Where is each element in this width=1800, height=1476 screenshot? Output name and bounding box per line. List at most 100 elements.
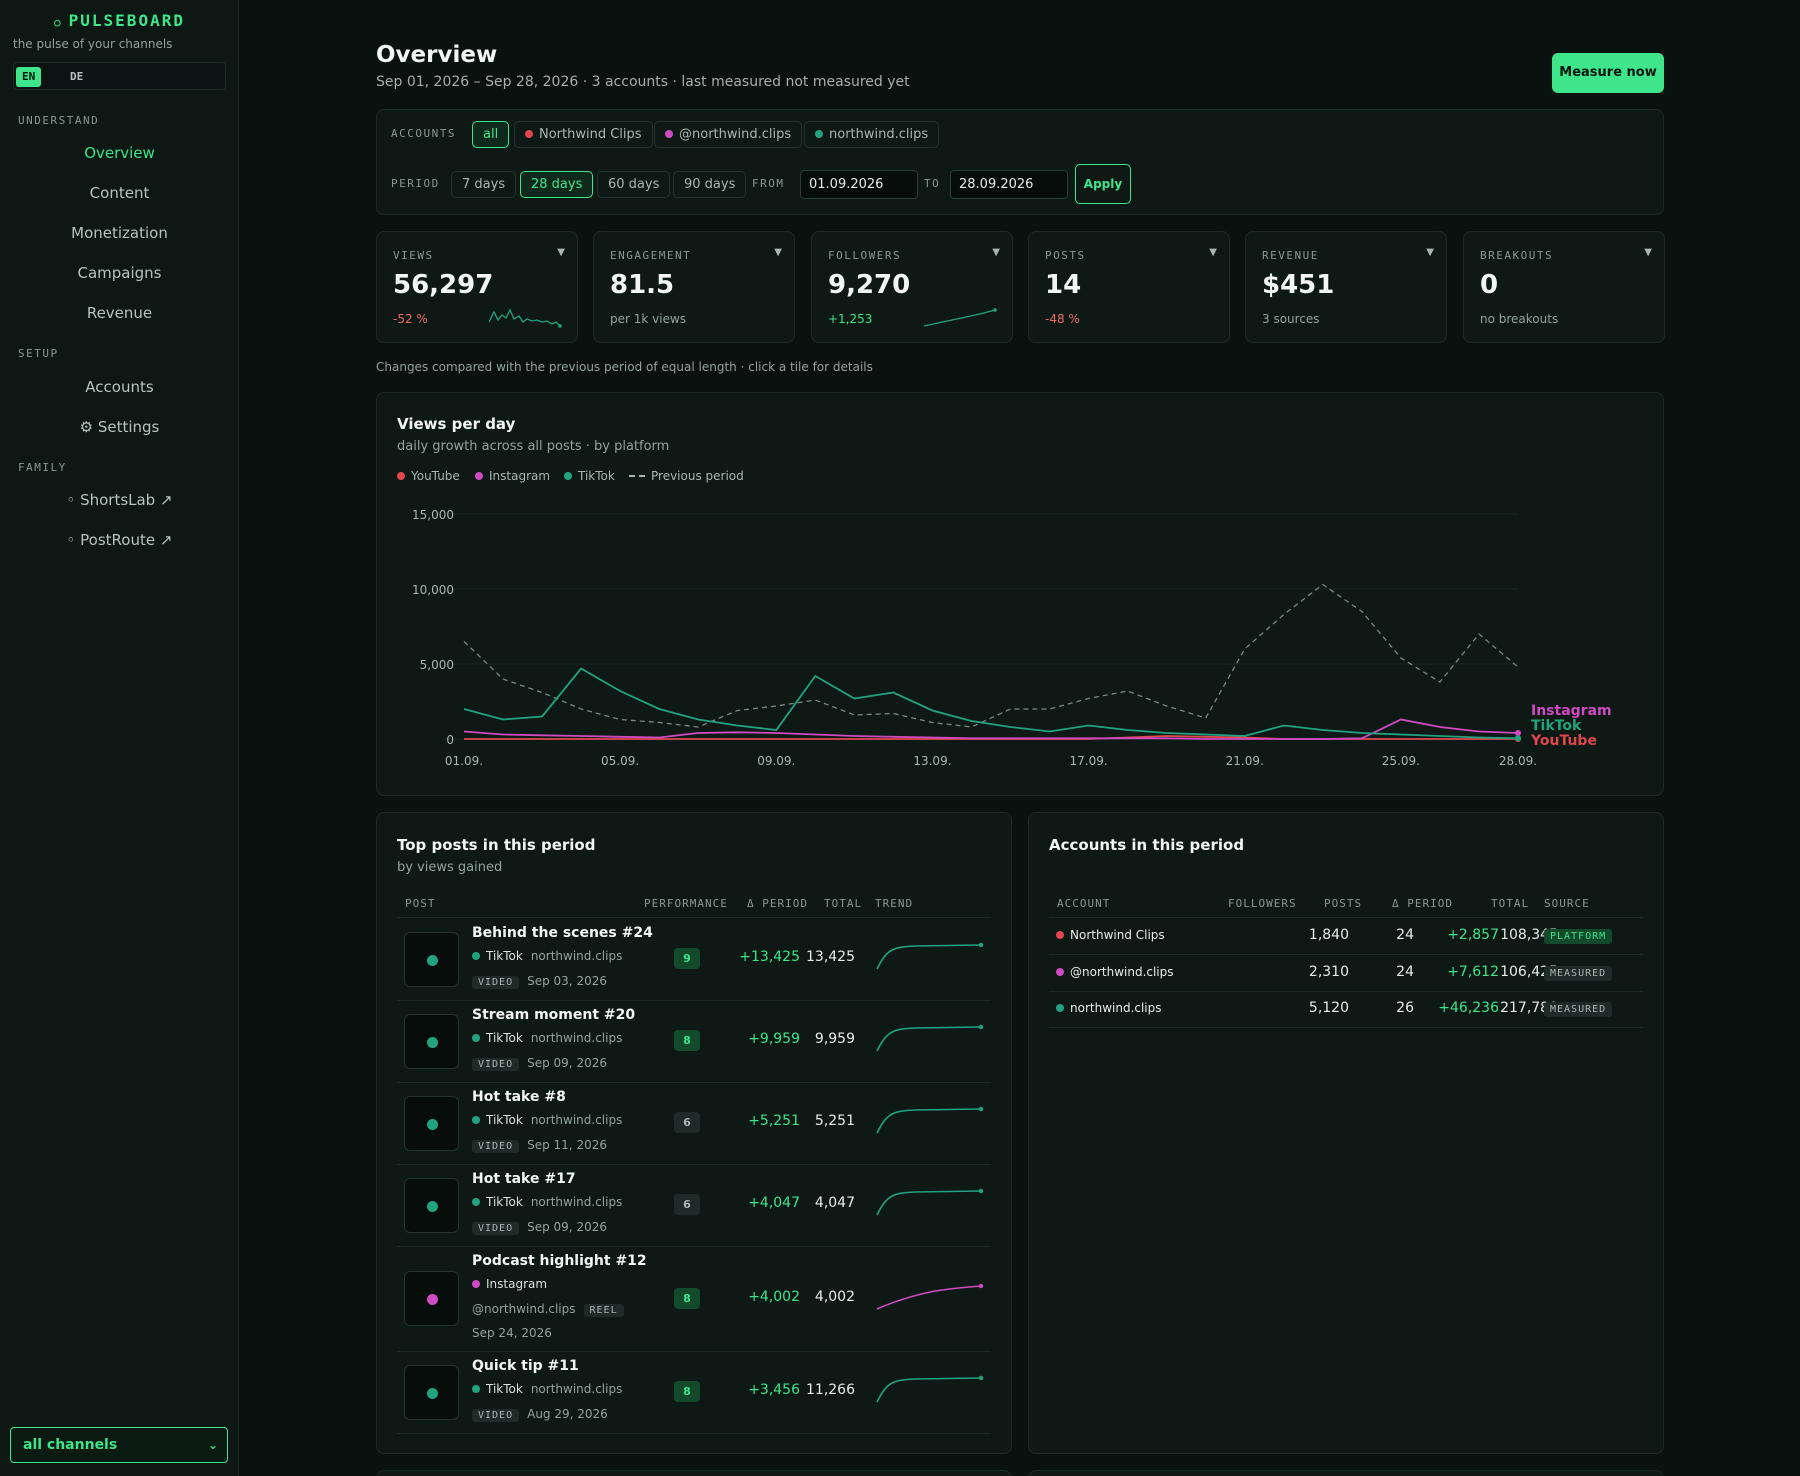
col-trend[interactable]: TREND bbox=[875, 897, 914, 910]
youtube-dot-icon bbox=[397, 472, 405, 480]
top-post-row[interactable]: Behind the scenes #24 TikTok northwind.cli… bbox=[397, 918, 991, 1001]
post-thumbnail[interactable] bbox=[404, 931, 459, 987]
nav-revenue[interactable]: Revenue bbox=[86, 304, 153, 322]
period-chip-7[interactable]: 7 days bbox=[451, 171, 517, 198]
post-platform: TikTok bbox=[486, 1382, 523, 1396]
from-date-input[interactable]: 01.09.2026 bbox=[800, 170, 918, 199]
kpi-tile-revenue[interactable]: REVENUE ▼ $451 3 sources bbox=[1245, 231, 1447, 343]
x-tick-label: 13.09. bbox=[913, 754, 951, 768]
col-source[interactable]: SOURCE bbox=[1544, 897, 1590, 910]
language-de-button[interactable]: DE bbox=[70, 70, 84, 83]
legend-youtube[interactable]: YouTube bbox=[397, 469, 460, 483]
post-delta-period: +9,959 bbox=[748, 1031, 800, 1047]
post-title[interactable]: Behind the scenes #24 bbox=[472, 925, 653, 941]
col-account[interactable]: ACCOUNT bbox=[1057, 897, 1111, 910]
post-meta-line: TikTok northwind.clips bbox=[472, 948, 622, 964]
post-title[interactable]: Quick tip #11 bbox=[472, 1358, 579, 1374]
chevron-down-icon: ⌄ bbox=[207, 1438, 218, 1452]
post-thumbnail[interactable] bbox=[404, 1095, 459, 1151]
series-end-label: YouTube bbox=[1530, 733, 1597, 749]
account-row[interactable]: Northwind Clips 1,840 24 +2,857 108,345 PLATF… bbox=[1049, 918, 1643, 955]
period-chip-90[interactable]: 90 days bbox=[673, 171, 747, 198]
kpi-tile-followers[interactable]: FOLLOWERS ▼ 9,270 +1,253 bbox=[811, 231, 1013, 343]
x-tick-label: 01.09. bbox=[445, 754, 483, 768]
account-posts: 24 bbox=[1396, 963, 1414, 980]
accounts-title: Accounts in this period bbox=[1049, 836, 1245, 854]
col-total[interactable]: TOTAL bbox=[1491, 897, 1530, 910]
nav-settings[interactable]: ⚙ Settings bbox=[79, 418, 160, 436]
post-total: 13,425 bbox=[806, 949, 855, 965]
col-delta-period[interactable]: Δ PERIOD bbox=[747, 897, 808, 910]
kpi-tile-breakouts[interactable]: BREAKOUTS ▼ 0 no breakouts bbox=[1463, 231, 1665, 343]
top-post-row[interactable]: Hot take #8 TikTok northwind.clips VIDEO Sep… bbox=[397, 1082, 991, 1165]
top-post-row[interactable]: Quick tip #11 TikTok northwind.clips VIDEO A… bbox=[397, 1351, 991, 1434]
platform-dot-icon bbox=[427, 1294, 438, 1305]
caret-down-icon: ▼ bbox=[557, 247, 565, 258]
col-post[interactable]: POST bbox=[405, 897, 436, 910]
nav-postroute-link[interactable]: ◦ PostRoute ↗ bbox=[66, 531, 173, 549]
nav-accounts[interactable]: Accounts bbox=[85, 378, 154, 396]
caret-down-icon: ▼ bbox=[992, 247, 1000, 258]
platform-dot-icon bbox=[472, 1385, 480, 1393]
col-delta-period[interactable]: Δ PERIOD bbox=[1392, 897, 1453, 910]
post-trend-sparkline bbox=[876, 1106, 984, 1134]
language-en-button[interactable]: EN bbox=[16, 67, 42, 87]
post-thumbnail[interactable] bbox=[404, 1271, 459, 1326]
nav-campaigns[interactable]: Campaigns bbox=[77, 264, 162, 282]
top-post-row[interactable]: Podcast highlight #12 Instagram @northwind… bbox=[397, 1246, 991, 1352]
kpi-sub: per 1k views bbox=[610, 312, 687, 326]
kpi-tile-posts[interactable]: POSTS ▼ 14 -48 % bbox=[1028, 231, 1230, 343]
row-divider bbox=[1049, 1027, 1643, 1028]
post-meta-line: VIDEO Sep 09, 2026 bbox=[472, 1219, 607, 1235]
post-meta-line: TikTok northwind.clips bbox=[472, 1194, 622, 1210]
to-date-input[interactable]: 28.09.2026 bbox=[950, 170, 1068, 199]
nav-content[interactable]: Content bbox=[89, 184, 150, 202]
nav-overview[interactable]: Overview bbox=[84, 144, 155, 162]
kpi-tile-engagement[interactable]: ENGAGEMENT ▼ 81.5 per 1k views bbox=[593, 231, 795, 343]
nav-monetization[interactable]: Monetization bbox=[71, 224, 168, 242]
measure-now-button[interactable]: Measure now bbox=[1552, 53, 1664, 93]
nav-shortslab-link[interactable]: ◦ ShortsLab ↗ bbox=[66, 491, 173, 509]
post-title[interactable]: Hot take #8 bbox=[472, 1089, 566, 1105]
account-total: 217,780 bbox=[1500, 1000, 1558, 1016]
top-post-row[interactable]: Stream moment #20 TikTok northwind.clips VI… bbox=[397, 1000, 991, 1083]
account-row[interactable]: northwind.clips 5,120 26 +46,236 217,780 MEAS… bbox=[1049, 991, 1643, 1028]
row-divider bbox=[1049, 990, 1643, 992]
platform-dot-icon bbox=[427, 954, 438, 966]
account-chip-tiktok[interactable]: northwind.clips bbox=[804, 121, 940, 148]
post-date: Sep 09, 2026 bbox=[527, 1220, 607, 1234]
account-chip-all[interactable]: all bbox=[472, 121, 510, 148]
post-thumbnail[interactable] bbox=[404, 1177, 459, 1233]
account-row[interactable]: @northwind.clips 2,310 24 +7,612 106,425 MEAS… bbox=[1049, 955, 1643, 992]
period-chip-28[interactable]: 28 days bbox=[520, 171, 594, 198]
post-title[interactable]: Podcast highlight #12 bbox=[472, 1253, 647, 1269]
account-chip-instagram[interactable]: @northwind.clips bbox=[654, 121, 803, 148]
legend-instagram[interactable]: Instagram bbox=[475, 469, 550, 483]
post-title[interactable]: Stream moment #20 bbox=[472, 1007, 636, 1023]
col-total[interactable]: TOTAL bbox=[824, 897, 863, 910]
apply-button[interactable]: Apply bbox=[1075, 164, 1131, 204]
kpi-value: 0 bbox=[1480, 270, 1499, 300]
channel-select[interactable]: all channels ⌄ bbox=[10, 1427, 228, 1463]
legend-previous-period[interactable]: Previous period bbox=[629, 469, 744, 483]
series-end-point bbox=[1515, 730, 1521, 736]
col-posts[interactable]: POSTS bbox=[1324, 897, 1363, 910]
col-followers[interactable]: FOLLOWERS bbox=[1228, 897, 1297, 910]
top-post-row[interactable]: Hot take #17 TikTok northwind.clips VIDEO Se… bbox=[397, 1164, 991, 1247]
post-account: northwind.clips bbox=[530, 1113, 623, 1127]
period-chip-60[interactable]: 60 days bbox=[597, 171, 671, 198]
brand-logo[interactable]: ○ PULSEBOARD bbox=[0, 11, 239, 30]
kpi-tile-views[interactable]: VIEWS ▼ 56,297 -52 % bbox=[376, 231, 578, 343]
post-thumbnail[interactable] bbox=[404, 1013, 459, 1069]
legend-tiktok[interactable]: TikTok bbox=[564, 469, 615, 483]
account-chip-youtube[interactable]: Northwind Clips bbox=[514, 121, 653, 148]
post-meta-line: VIDEO Sep 11, 2026 bbox=[472, 1137, 607, 1153]
next-panel-right bbox=[1028, 1470, 1664, 1476]
post-thumbnail[interactable] bbox=[404, 1364, 459, 1420]
legend-label: Instagram bbox=[489, 469, 551, 483]
col-performance[interactable]: PERFORMANCE bbox=[644, 897, 728, 910]
kpi-label: VIEWS bbox=[393, 249, 434, 262]
row-divider bbox=[1049, 954, 1643, 955]
instagram-dot-icon bbox=[475, 472, 483, 480]
post-title[interactable]: Hot take #17 bbox=[472, 1171, 576, 1187]
